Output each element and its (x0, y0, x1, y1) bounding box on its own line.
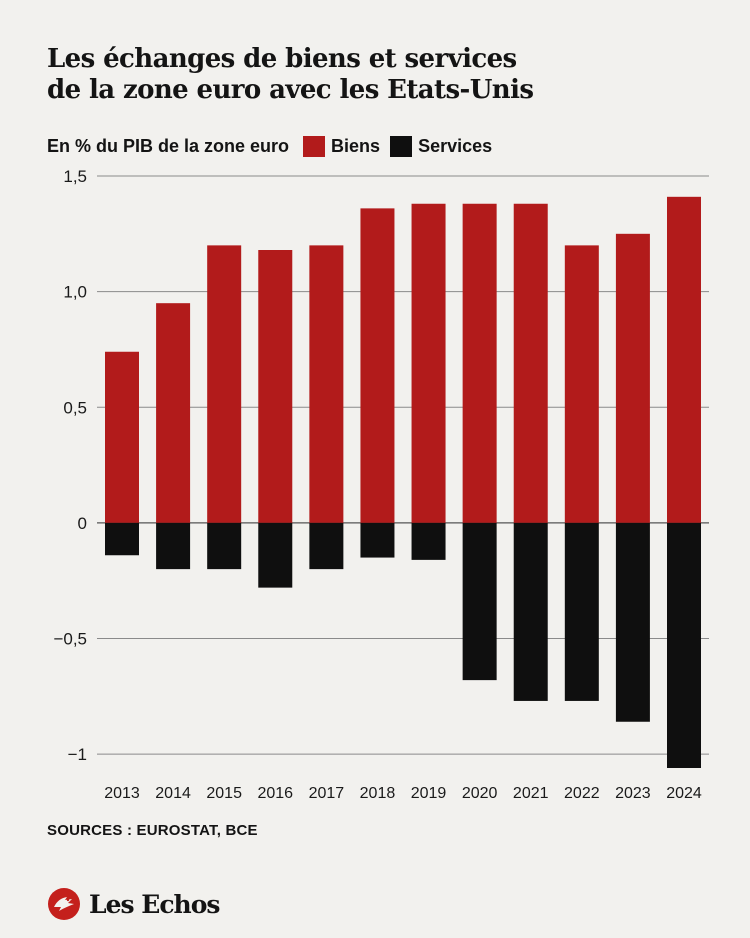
y-tick-label: −0,5 (53, 630, 87, 649)
brand-logo: Les Echos (47, 887, 220, 921)
chart-title: Les échanges de biens et services de la … (47, 44, 667, 106)
legend-label-biens: Biens (331, 135, 381, 156)
y-tick-label: 0 (78, 514, 87, 533)
les-echos-emblem-icon (48, 888, 80, 920)
x-tick-label: 2016 (257, 785, 293, 802)
bar-services (156, 522, 191, 570)
x-tick-label: 2014 (155, 785, 191, 802)
x-tick-label: 2013 (104, 785, 140, 802)
bar-services (615, 522, 650, 722)
bar-biens (615, 233, 650, 523)
x-tick-label: 2023 (615, 785, 651, 802)
chart-title-line-1: Les échanges de biens et services (47, 44, 517, 74)
y-tick-label: 1,5 (63, 167, 87, 186)
legend: En % du PIB de la zone euro Biens Servic… (47, 134, 502, 158)
legend-swatch-biens (303, 135, 326, 157)
bar-biens (156, 303, 191, 523)
x-tick-label: 2015 (206, 785, 242, 802)
bar-services (309, 522, 344, 570)
x-tick-label: 2022 (564, 785, 600, 802)
brand-name: Les Echos (89, 889, 220, 919)
bar-biens (309, 245, 344, 523)
x-tick-label: 2021 (513, 785, 549, 802)
legend-swatch-services (390, 135, 413, 157)
chart-title-line-2: de la zone euro avec les Etats-Unis (47, 75, 534, 105)
legend-item-biens: Biens (303, 135, 381, 157)
x-tick-label: 2017 (309, 785, 345, 802)
bar-biens (360, 208, 395, 523)
x-tick-label: 2019 (411, 785, 447, 802)
bar-biens (411, 203, 446, 523)
sources-note: SOURCES : EUROSTAT, BCE (47, 822, 258, 839)
x-tick-label: 2018 (360, 785, 396, 802)
bar-services (105, 522, 139, 556)
legend-label-services: Services (418, 135, 493, 156)
bar-biens (667, 196, 701, 523)
bar-services (360, 522, 395, 558)
bar-biens (258, 250, 293, 523)
bar-services (667, 522, 701, 768)
bar-services (462, 522, 497, 681)
legend-item-services: Services (390, 135, 493, 157)
bar-biens (105, 351, 139, 523)
y-tick-label: 0,5 (63, 398, 87, 417)
y-tick-label: 1,0 (63, 283, 87, 302)
x-tick-label: 2024 (666, 785, 702, 802)
bar-biens (513, 203, 548, 523)
bar-services (258, 522, 293, 588)
y-tick-label: −1 (68, 745, 87, 764)
bar-biens (207, 245, 242, 523)
bar-biens (462, 203, 497, 523)
bar-services (513, 522, 548, 701)
bar-biens (564, 245, 599, 523)
x-tick-label: 2020 (462, 785, 498, 802)
bar-services (207, 522, 242, 570)
bar-services (411, 522, 446, 560)
unit-label: En % du PIB de la zone euro (47, 135, 290, 156)
bar-services (564, 522, 599, 701)
bar-chart: 1,5 1,0 0,5 0 −0,5 −1 2013 2014 2015 2016 2017 2018… (53, 167, 709, 802)
